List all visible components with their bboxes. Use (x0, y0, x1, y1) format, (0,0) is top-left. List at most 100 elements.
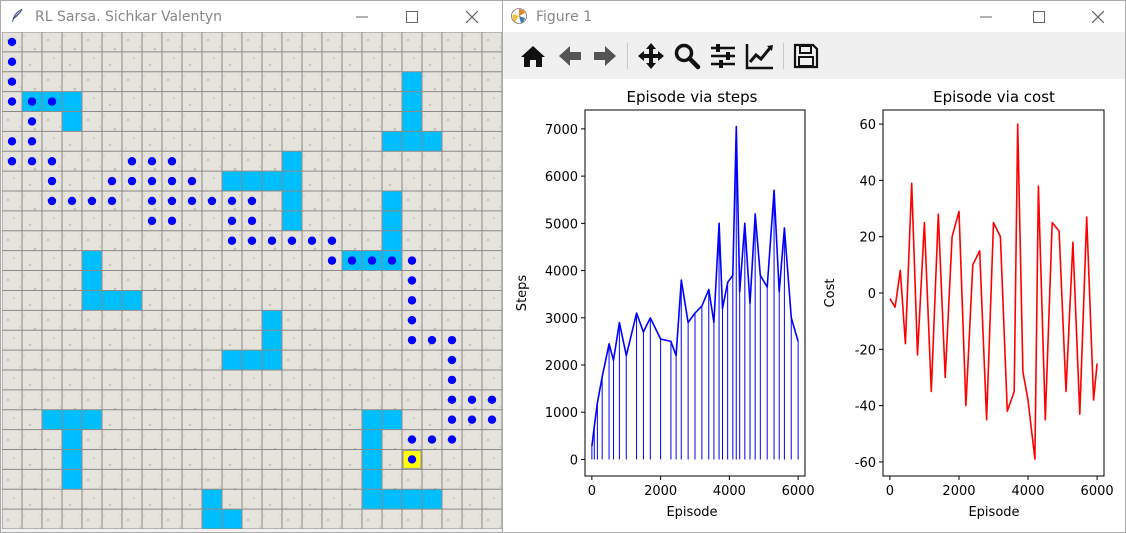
y-tick-label: 4000 (545, 265, 578, 280)
window-title: RL Sarsa. Sichkar Valentyn (35, 9, 223, 25)
obstacle-cell (222, 350, 242, 370)
path-dot (47, 97, 57, 106)
subplots-button[interactable] (706, 39, 740, 73)
path-dot (367, 256, 377, 265)
obstacle-cell (382, 489, 402, 510)
path-dot (167, 196, 177, 206)
path-dot (447, 395, 457, 404)
home-button[interactable] (516, 39, 550, 73)
grid-world-canvas (2, 32, 502, 529)
x-tick-label: 4000 (713, 484, 746, 499)
path-dot (267, 236, 277, 245)
obstacle-cell (422, 131, 442, 152)
minimize-button[interactable] (339, 1, 385, 32)
matplotlib-icon (511, 8, 527, 24)
path-dot (247, 216, 257, 226)
path-dot (227, 236, 237, 245)
obstacle-cell (82, 409, 102, 430)
grid-window: RL Sarsa. Sichkar Valentyn (0, 0, 503, 533)
maximize-button[interactable] (1016, 1, 1062, 32)
obstacle-cell (402, 489, 422, 510)
y-tick-label: 6000 (545, 170, 578, 185)
save-button[interactable] (789, 39, 823, 73)
path-dot (287, 236, 297, 245)
obstacle-cell (242, 350, 262, 370)
path-dot (127, 157, 137, 166)
grid-window-titlebar[interactable]: RL Sarsa. Sichkar Valentyn (1, 1, 502, 32)
toolbar-separator (627, 43, 628, 69)
close-button[interactable] (1075, 1, 1121, 32)
path-dot (7, 37, 17, 47)
path-dot (327, 256, 337, 265)
pan-button[interactable] (634, 39, 668, 73)
path-dot (167, 216, 177, 226)
y-axis-label: Steps (515, 275, 530, 312)
obstacle-cell (202, 489, 222, 510)
x-axis-label: Episode (666, 505, 717, 520)
obstacle-cell (262, 310, 282, 331)
edit-axes-icon (745, 44, 773, 70)
feather-icon (12, 8, 23, 22)
obstacle-cell (62, 91, 82, 112)
back-arrow-icon (559, 46, 581, 66)
path-dot (187, 196, 197, 206)
minimize-icon (356, 16, 368, 17)
obstacle-cell (42, 409, 62, 430)
y-tick-label: 7000 (545, 123, 578, 138)
path-dot (307, 236, 317, 245)
path-dot (207, 196, 217, 206)
forward-button[interactable] (588, 39, 622, 73)
path-dot (487, 415, 497, 424)
figure-window-titlebar[interactable]: Figure 1 (503, 1, 1125, 32)
path-dot (247, 236, 257, 245)
path-dot (407, 316, 417, 325)
path-dot (387, 256, 397, 265)
close-button[interactable] (449, 1, 495, 32)
obstacle-cell (382, 131, 402, 152)
minimize-button[interactable] (963, 1, 1009, 32)
path-dot (27, 137, 37, 146)
y-tick-label: 40 (859, 174, 876, 189)
obstacle-cell (362, 449, 382, 470)
obstacle-cell (382, 210, 402, 231)
figure-canvas: Episode via steps Episode Steps 0 2000 400… (503, 79, 1125, 532)
path-dot (407, 435, 417, 444)
obstacle-cell (382, 409, 402, 430)
toolbar-separator (783, 43, 784, 69)
axes-frame (882, 109, 1105, 477)
back-button[interactable] (553, 39, 587, 73)
path-dot (67, 196, 77, 206)
maximize-button[interactable] (389, 1, 435, 32)
chart-title: Episode via cost (933, 88, 1055, 106)
x-tick-label: 4000 (1011, 484, 1044, 499)
path-dot (447, 435, 457, 444)
path-dot (7, 97, 17, 106)
x-tick-label: 6000 (1081, 484, 1114, 499)
obstacle-cell (282, 210, 302, 231)
path-dot (427, 335, 437, 345)
y-tick-label: -20 (855, 343, 876, 358)
minimize-icon (980, 16, 992, 17)
edit-axes-button[interactable] (743, 39, 777, 73)
close-icon (1092, 10, 1104, 23)
obstacle-cell (282, 191, 302, 211)
path-dot (7, 57, 17, 67)
path-dot (7, 157, 17, 166)
x-tick-label: 6000 (782, 484, 815, 499)
subplot-steps: Episode via steps Episode Steps 0 2000 400… (515, 88, 815, 520)
obstacle-cell (102, 290, 122, 311)
obstacle-cell (362, 489, 382, 510)
path-dot (407, 455, 417, 464)
window-title: Figure 1 (536, 9, 593, 25)
subplot-cost: Episode via cost Episode Cost 0 2000 4000 6… (823, 88, 1114, 520)
y-tick-label: 1000 (545, 406, 578, 421)
path-dot (167, 157, 177, 166)
path-dot (407, 276, 417, 285)
zoom-button[interactable] (670, 39, 704, 73)
navigation-toolbar (503, 35, 1125, 77)
path-dot (407, 335, 417, 345)
path-dot (227, 216, 237, 226)
path-dot (47, 196, 57, 206)
obstacle-cell (222, 509, 242, 529)
y-tick-label: 0 (868, 287, 876, 302)
